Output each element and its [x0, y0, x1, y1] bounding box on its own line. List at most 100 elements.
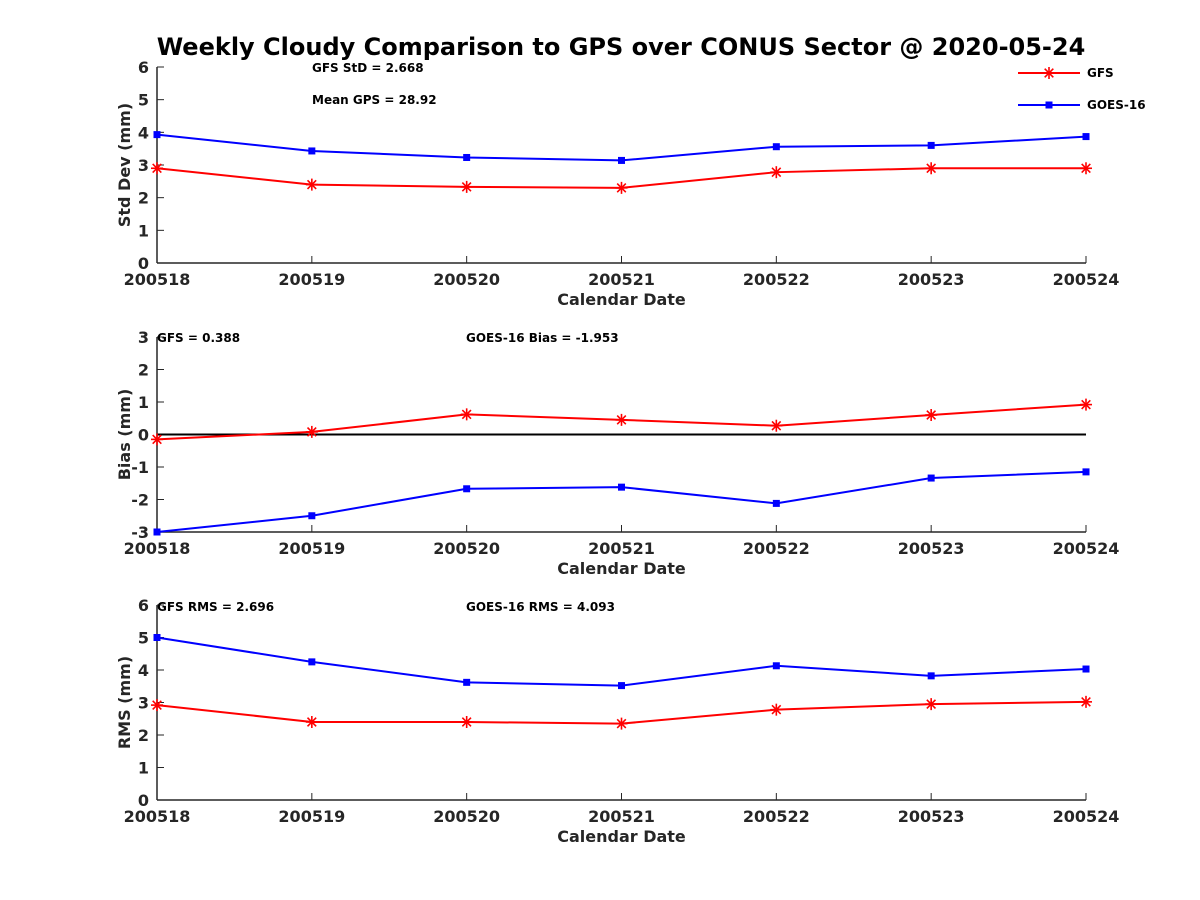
y-tick-label: 0: [138, 254, 149, 273]
stat-annotation: GOES-16 RMS = 4.093: [466, 600, 615, 614]
y-tick-label: 4: [138, 661, 149, 680]
y-tick-label: 6: [138, 596, 149, 615]
y-tick-label: 1: [138, 393, 149, 412]
data-point-asterisk: [925, 698, 938, 711]
x-tick-label: 200523: [898, 539, 965, 558]
x-axis-label: Calendar Date: [557, 559, 686, 578]
x-axis-label: Calendar Date: [557, 290, 686, 309]
x-tick-label: 200522: [743, 270, 810, 289]
y-tick-label: -3: [131, 523, 149, 542]
data-point-square: [463, 153, 471, 161]
data-point-square: [308, 658, 316, 666]
data-point-asterisk: [615, 717, 628, 730]
x-tick-label: 200523: [898, 807, 965, 826]
y-tick-label: 3: [138, 328, 149, 347]
x-tick-label: 200522: [743, 807, 810, 826]
y-tick-label: -2: [131, 491, 149, 510]
data-point-square: [463, 678, 471, 686]
data-point-square: [1082, 665, 1090, 673]
data-point-square: [618, 483, 625, 491]
y-tick-label: 3: [138, 694, 149, 713]
data-point-square: [153, 528, 161, 536]
data-point-asterisk: [1080, 695, 1092, 708]
y-tick-label: 3: [138, 156, 149, 175]
y-tick-label: 2: [138, 361, 149, 380]
series-goes-16: [153, 468, 1090, 536]
data-point-asterisk: [151, 162, 163, 175]
data-point-asterisk: [305, 178, 318, 191]
x-tick-label: 200521: [588, 539, 655, 558]
subplot-3: 0 1 2 3 4 5 6 200518 200519 200520 200521 200522 200…: [115, 596, 1119, 846]
x-tick-label: 200524: [1053, 270, 1120, 289]
series-gfs: [151, 398, 1092, 446]
x-tick-label: 200518: [124, 539, 191, 558]
y-tick-label: 1: [138, 759, 149, 778]
x-tick-label: 200518: [124, 807, 191, 826]
data-point-asterisk: [305, 425, 318, 438]
data-point-asterisk: [151, 433, 163, 446]
data-point-asterisk: [1080, 398, 1092, 411]
y-tick-label: -1: [131, 458, 149, 477]
data-point-square: [463, 485, 471, 493]
data-point-asterisk: [305, 716, 318, 728]
subplot-2: -3 -2 -1 0 1 2 3 200518 200519 200520 200521 200522…: [115, 328, 1119, 578]
data-point-square: [618, 682, 625, 690]
data-point-asterisk: [925, 162, 938, 175]
y-tick-label: 4: [138, 123, 149, 142]
x-tick-label: 200518: [124, 270, 191, 289]
series-line: [156, 636, 1087, 687]
y-axis-label: Std Dev (mm): [115, 103, 134, 227]
data-point-square: [153, 131, 161, 139]
data-point-square: [153, 634, 161, 641]
x-tick-label: 200522: [743, 539, 810, 558]
data-point-asterisk: [770, 419, 783, 432]
x-axis-label: Calendar Date: [557, 827, 686, 846]
data-point-asterisk: [770, 703, 783, 716]
legend-label: GOES-16: [1087, 98, 1146, 112]
x-tick-label: 200519: [278, 539, 345, 558]
x-tick-label: 200524: [1053, 807, 1120, 826]
x-tick-label: 200520: [433, 807, 500, 826]
data-point-square: [618, 156, 625, 164]
y-tick-label: 2: [138, 189, 149, 208]
y-tick-label: 0: [138, 426, 149, 445]
chart-legend: GFS GOES-16: [1018, 66, 1146, 112]
x-tick-label: 200521: [588, 270, 655, 289]
legend-marker: [1043, 67, 1055, 79]
x-tick-label: 200520: [433, 539, 500, 558]
series-gfs: [151, 695, 1092, 730]
data-point-square: [772, 662, 780, 670]
subplot-1: 0 1 2 3 4 5 6 200518 200519 200520 200521 200522 200…: [115, 58, 1119, 309]
y-tick-label: 0: [138, 791, 149, 810]
data-point-asterisk: [460, 408, 473, 421]
data-point-asterisk: [151, 699, 163, 712]
data-point-asterisk: [615, 181, 628, 194]
stat-annotation: GFS StD = 2.668: [312, 61, 424, 75]
stat-annotation: GFS = 0.388: [157, 331, 240, 345]
series-line: [156, 133, 1087, 162]
y-tick-label: 6: [138, 58, 149, 77]
y-axis-label: Bias (mm): [115, 389, 134, 481]
data-point-square: [927, 474, 935, 482]
stat-annotation: Mean GPS = 28.92: [312, 93, 437, 107]
series-gfs: [151, 162, 1092, 194]
y-tick-label: 5: [138, 629, 149, 648]
data-point-square: [308, 147, 316, 155]
legend-item: GFS: [1018, 66, 1114, 80]
x-tick-label: 200519: [278, 270, 345, 289]
data-point-square: [772, 143, 780, 151]
data-point-square: [772, 499, 780, 507]
data-point-square: [308, 512, 316, 520]
y-tick-label: 2: [138, 726, 149, 745]
data-point-asterisk: [615, 413, 628, 426]
stat-annotation: GFS RMS = 2.696: [157, 600, 274, 614]
data-point-square: [927, 141, 935, 149]
x-tick-label: 200519: [278, 807, 345, 826]
y-axis-label: RMS (mm): [115, 656, 134, 749]
data-point-asterisk: [925, 409, 938, 421]
stat-annotation: GOES-16 Bias = -1.953: [466, 331, 619, 345]
data-point-square: [1082, 133, 1090, 141]
series-line: [156, 470, 1087, 533]
